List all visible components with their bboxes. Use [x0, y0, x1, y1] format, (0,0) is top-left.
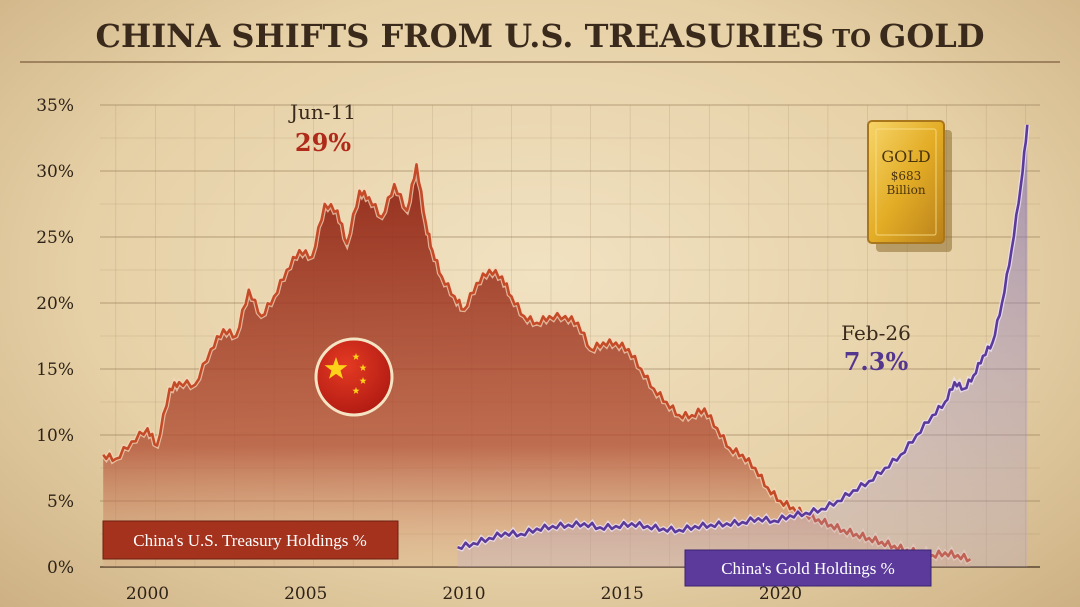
y-tick-label: 15% — [36, 360, 74, 380]
x-tick-label: 2000 — [126, 584, 169, 604]
china-flag-icon — [314, 337, 394, 417]
y-tick-label: 20% — [36, 294, 74, 314]
y-tick-label: 0% — [47, 558, 74, 578]
legend-gold: China's Gold Holdings % — [684, 549, 932, 587]
x-tick-label: 2015 — [601, 584, 644, 604]
y-tick-label: 30% — [36, 162, 74, 182]
gold-bar-icon: GOLD $683 Billion — [867, 120, 952, 252]
y-tick-label: 35% — [36, 96, 74, 116]
title-banner: CHINA SHIFTS FROM U.S. TREASURIES TO GOLD — [20, 17, 1060, 63]
x-tick-label: 2020 — [759, 584, 802, 604]
gold-area — [457, 124, 1028, 568]
treasury-peak-value: 29% — [295, 128, 351, 157]
y-tick-label: 10% — [36, 426, 74, 446]
gold-bar-amount: $683 — [891, 169, 922, 183]
y-tick-label: 25% — [36, 228, 74, 248]
legend-gold-label: China's Gold Holdings % — [721, 559, 895, 578]
y-axis: 0% 5% 10% 15% 20% 25% 30% 35% — [36, 96, 74, 578]
treasury-peak-date: Jun-11 — [288, 100, 356, 124]
treasury-area — [103, 164, 971, 567]
legend-treasury-label: China's U.S. Treasury Holdings % — [133, 531, 367, 550]
x-tick-label: 2005 — [284, 584, 327, 604]
gold-line — [457, 124, 1029, 550]
gold-bar-label: GOLD — [881, 147, 930, 166]
chart-title: CHINA SHIFTS FROM U.S. TREASURIES TO GOLD — [95, 17, 984, 55]
x-axis: 2000 2005 2010 2015 2020 — [126, 584, 802, 604]
legend-treasury: China's U.S. Treasury Holdings % — [102, 520, 399, 560]
x-tick-label: 2010 — [442, 584, 485, 604]
gold-latest-date: Feb-26 — [841, 321, 911, 345]
y-tick-label: 5% — [47, 492, 74, 512]
gold-bar-unit: Billion — [886, 183, 925, 197]
gold-latest-value: 7.3% — [844, 347, 909, 376]
series-gold — [456, 124, 1030, 568]
